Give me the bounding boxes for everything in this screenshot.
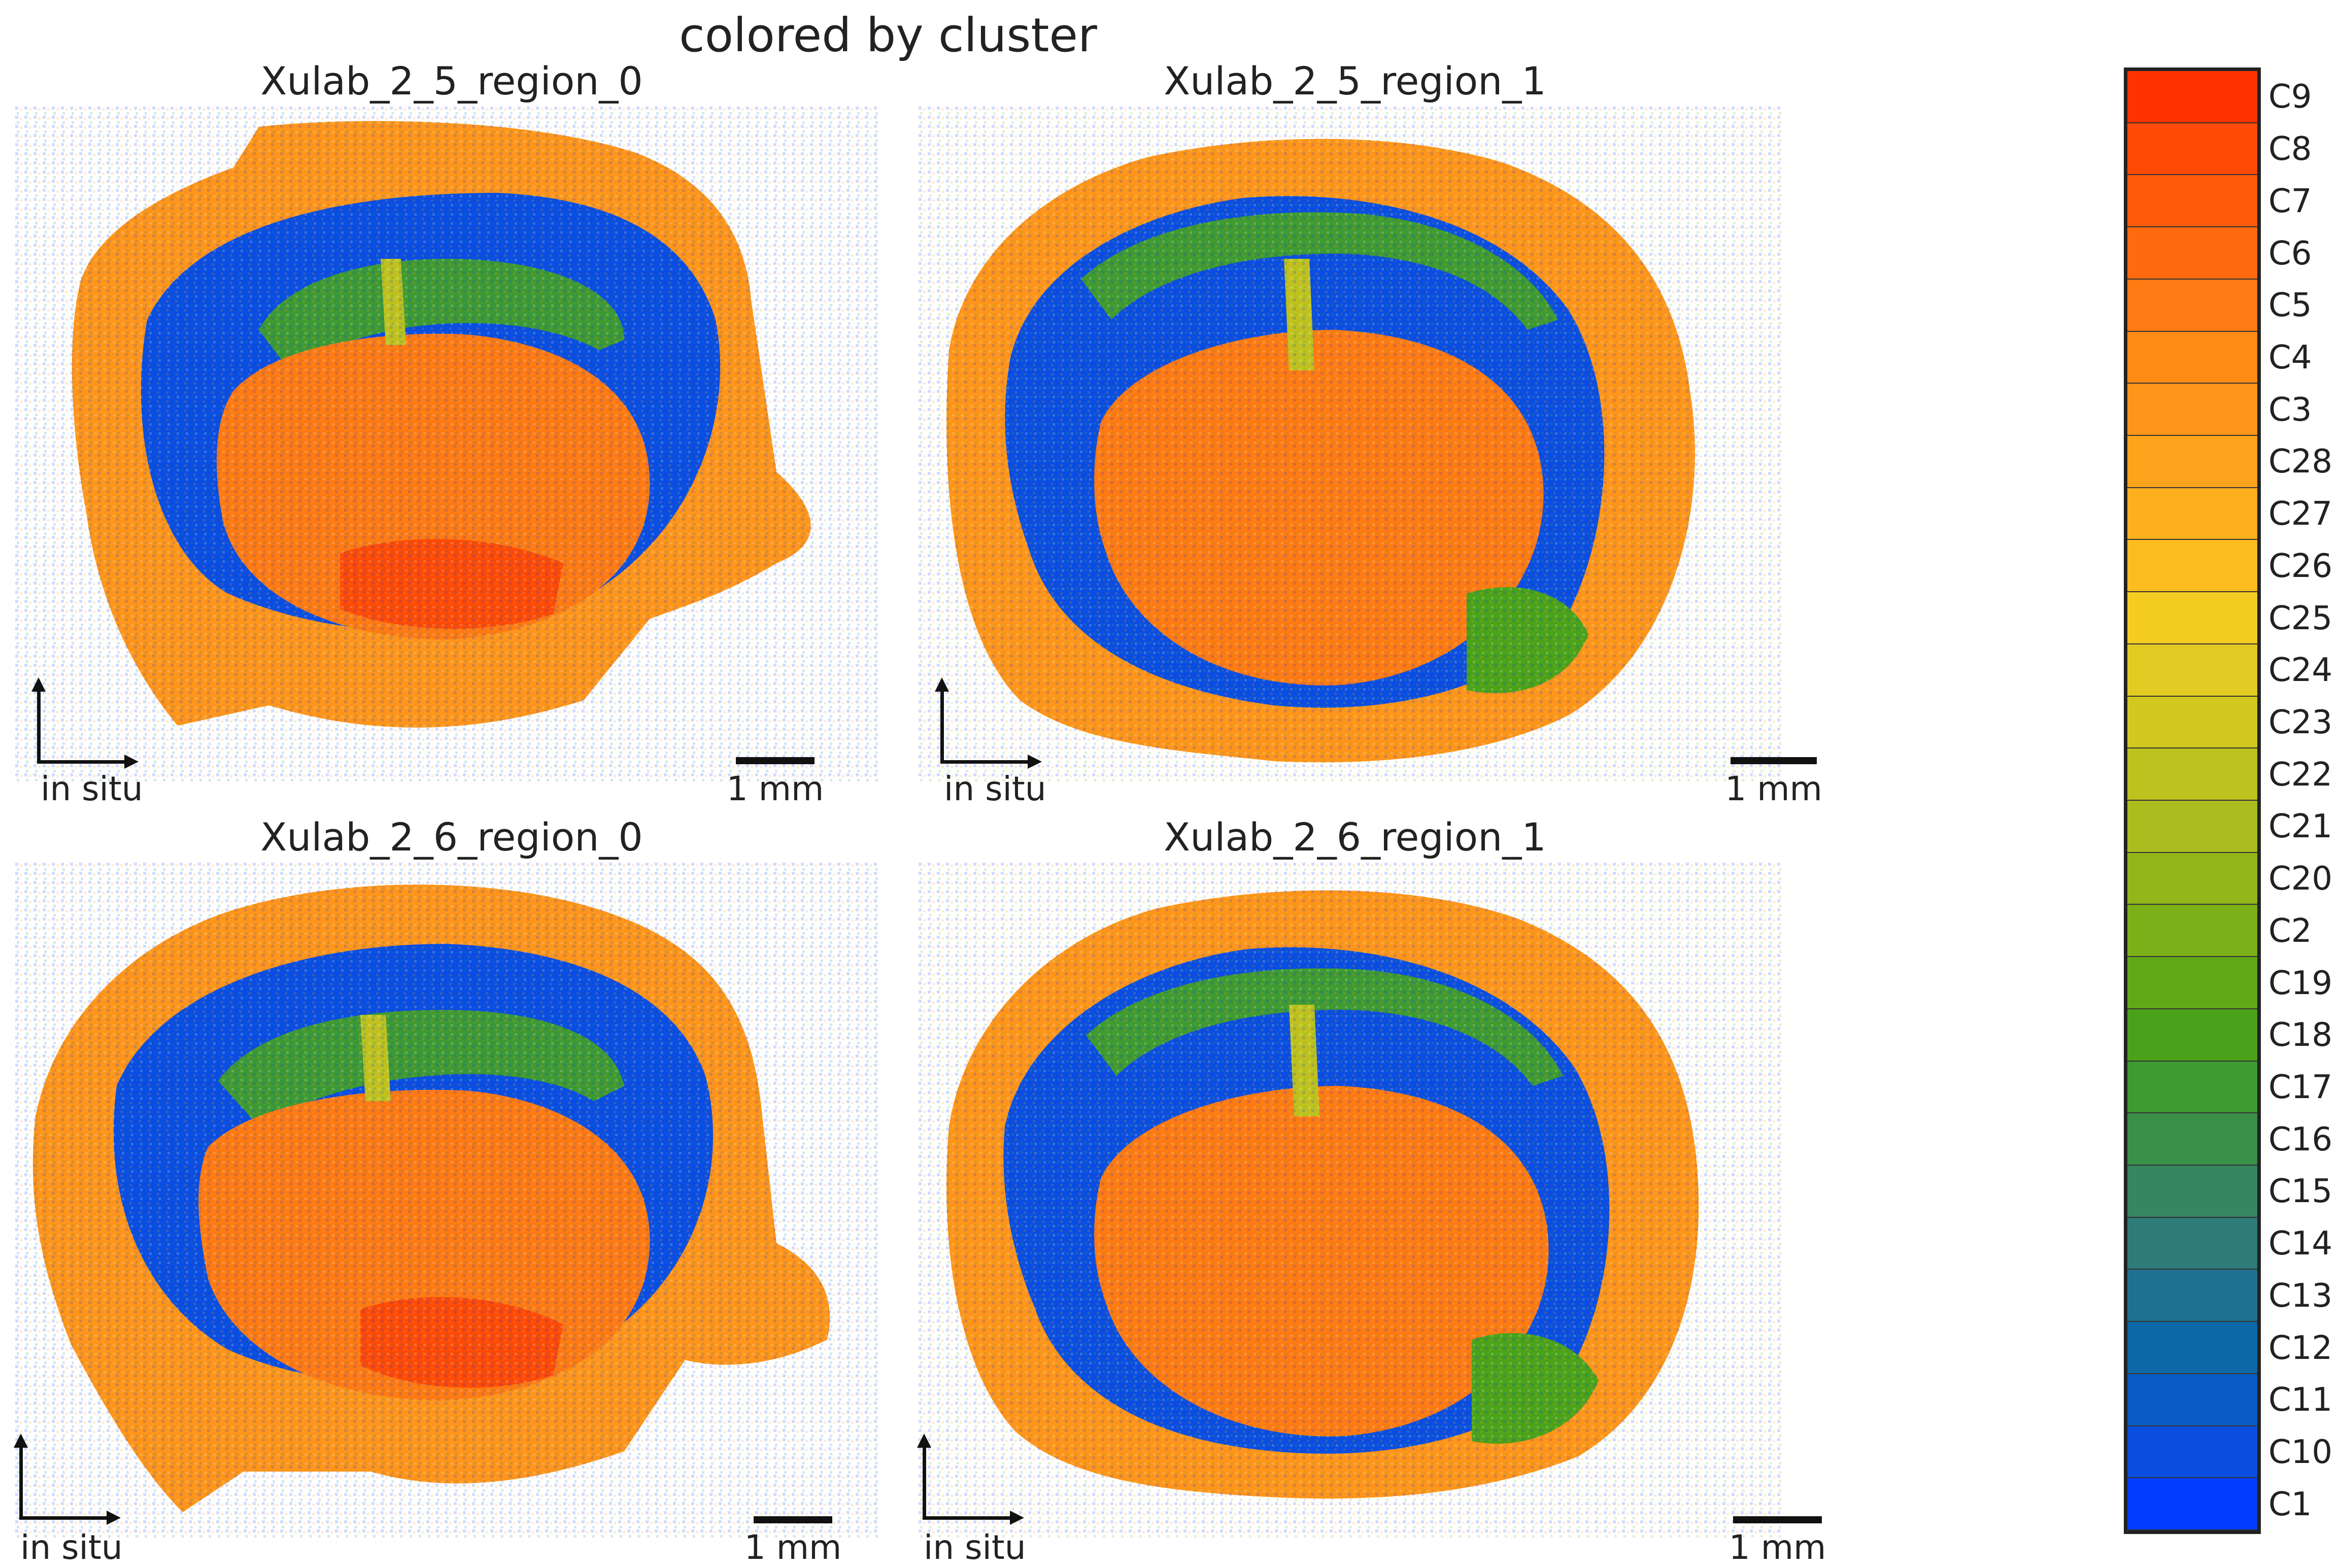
legend-label-c20: C20: [2268, 860, 2333, 898]
legend-swatch-c8: [2127, 123, 2257, 176]
figure-title: colored by cluster: [679, 8, 1097, 62]
legend-label-c23: C23: [2268, 703, 2333, 741]
legend-swatch-c14: [2127, 1217, 2257, 1270]
legend-swatch-c27: [2127, 488, 2257, 540]
axis-y-arrowhead: [917, 1434, 931, 1448]
legend-swatch-c7: [2127, 175, 2257, 228]
panel-title: Xulab_2_5_region_0: [260, 58, 643, 104]
legend-swatch-c23: [2127, 696, 2257, 749]
axis-y-indicator: [923, 1446, 926, 1520]
legend-label-c22: C22: [2268, 756, 2333, 794]
legend-label-c14: C14: [2268, 1225, 2333, 1263]
legend-swatch-c15: [2127, 1166, 2257, 1218]
tissue-section-image: [919, 863, 1781, 1538]
legend-label-c6: C6: [2268, 234, 2312, 272]
panel-xulab-2-6-region-1: Xulab_2_6_region_1 in situ 1 mm: [917, 812, 1826, 1567]
axis-x-indicator: [19, 1516, 108, 1520]
axis-x-indicator: [940, 760, 1029, 764]
legend-label-c15: C15: [2268, 1173, 2333, 1211]
legend-label-c4: C4: [2268, 338, 2312, 377]
tissue-section-image: [15, 107, 878, 781]
legend-swatch-c9: [2127, 71, 2257, 123]
legend-swatch-c2: [2127, 905, 2257, 958]
axis-x-arrowhead: [107, 1511, 121, 1525]
legend-label-c8: C8: [2268, 130, 2312, 168]
legend-label-c3: C3: [2268, 391, 2312, 429]
scale-bar: [754, 1516, 832, 1523]
legend-label-c24: C24: [2268, 652, 2333, 690]
panel-xulab-2-5-region-1: Xulab_2_5_region_1 in situ 1 mm: [919, 56, 1822, 808]
panel-xulab-2-5-region-0: Xulab_2_5_region_0 in situ 1 mm: [15, 56, 888, 808]
scale-bar-label: 1 mm: [1725, 769, 1822, 808]
legend-label-c10: C10: [2268, 1433, 2333, 1471]
tissue-section-image: [919, 107, 1781, 781]
cluster-color-legend: [2124, 67, 2261, 1534]
legend-label-c11: C11: [2268, 1381, 2333, 1419]
legend-swatch-c28: [2127, 436, 2257, 488]
scale-bar: [736, 757, 815, 764]
legend-swatch-c3: [2127, 384, 2257, 436]
legend-label-c16: C16: [2268, 1120, 2333, 1158]
legend-swatch-c19: [2127, 957, 2257, 1009]
tissue-section-image: [15, 863, 878, 1538]
axis-label: in situ: [41, 769, 143, 808]
legend-label-c12: C12: [2268, 1329, 2333, 1367]
legend-swatch-c18: [2127, 1009, 2257, 1062]
axis-y-arrowhead: [935, 677, 949, 692]
legend-swatch-c20: [2127, 853, 2257, 905]
legend-swatch-c22: [2127, 748, 2257, 801]
legend-label-c1: C1: [2268, 1485, 2312, 1523]
panel-title: Xulab_2_6_region_1: [1164, 814, 1546, 860]
panel-xulab-2-6-region-0: Xulab_2_6_region_0 in situ 1 mm: [14, 812, 888, 1567]
legend-label-c9: C9: [2268, 78, 2312, 116]
legend-swatch-c5: [2127, 279, 2257, 332]
axis-y-arrowhead: [14, 1434, 28, 1448]
axis-y-arrowhead: [31, 677, 46, 692]
axis-label: in situ: [944, 769, 1046, 808]
panel-title: Xulab_2_6_region_0: [260, 814, 643, 860]
legend-label-c17: C17: [2268, 1068, 2333, 1106]
legend-swatch-c1: [2127, 1478, 2257, 1530]
axis-x-arrowhead: [124, 755, 139, 769]
scale-bar: [1731, 757, 1817, 764]
legend-swatch-c21: [2127, 801, 2257, 853]
legend-label-c27: C27: [2268, 495, 2333, 533]
legend-swatch-c12: [2127, 1322, 2257, 1374]
scale-bar-label: 1 mm: [726, 769, 824, 808]
axis-x-arrowhead: [1010, 1511, 1024, 1525]
legend-label-c18: C18: [2268, 1016, 2333, 1054]
legend-swatch-c4: [2127, 331, 2257, 384]
legend-swatch-c16: [2127, 1113, 2257, 1166]
legend-label-c25: C25: [2268, 599, 2333, 637]
legend-label-c7: C7: [2268, 182, 2312, 220]
legend-label-c21: C21: [2268, 808, 2333, 846]
scale-bar: [1733, 1516, 1822, 1523]
legend-swatch-c6: [2127, 227, 2257, 280]
axis-x-indicator: [923, 1516, 1011, 1520]
legend-label-c26: C26: [2268, 547, 2333, 585]
axis-y-indicator: [19, 1446, 23, 1520]
legend-label-c28: C28: [2268, 443, 2333, 481]
legend-label-c13: C13: [2268, 1277, 2333, 1315]
scale-bar-label: 1 mm: [1728, 1528, 1826, 1567]
axis-x-arrowhead: [1028, 755, 1042, 769]
axis-x-indicator: [37, 760, 126, 764]
legend-label-c2: C2: [2268, 912, 2312, 950]
legend-swatch-c11: [2127, 1374, 2257, 1426]
legend-label-c19: C19: [2268, 964, 2333, 1002]
axis-y-indicator: [940, 690, 944, 764]
legend-label-c5: C5: [2268, 287, 2312, 325]
legend-swatch-c10: [2127, 1426, 2257, 1479]
legend-swatch-c24: [2127, 644, 2257, 697]
legend-swatch-c25: [2127, 592, 2257, 644]
axis-y-indicator: [37, 690, 41, 764]
axis-label: in situ: [924, 1528, 1026, 1567]
legend-swatch-c13: [2127, 1270, 2257, 1322]
legend-swatch-c26: [2127, 540, 2257, 593]
panel-title: Xulab_2_5_region_1: [1164, 58, 1546, 104]
legend-swatch-c17: [2127, 1061, 2257, 1114]
axis-label: in situ: [20, 1528, 123, 1567]
scale-bar-label: 1 mm: [744, 1528, 842, 1567]
